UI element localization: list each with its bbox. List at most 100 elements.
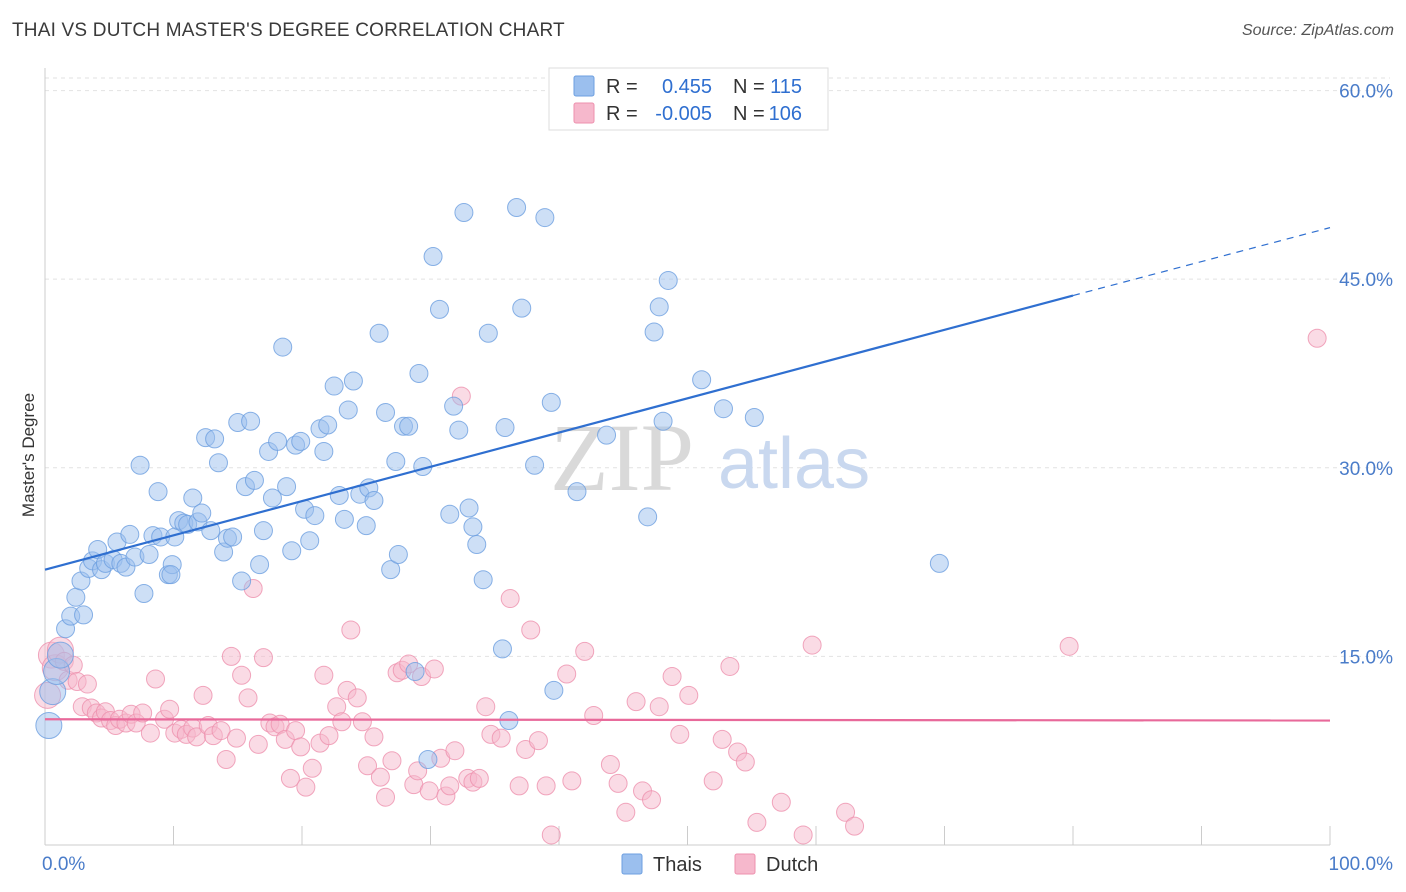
dutch-point-22: [146, 669, 166, 689]
dutch-point-62: [370, 767, 390, 787]
dutch-point-89: [536, 776, 556, 796]
legend-r-value-dutch: -0.005: [655, 103, 712, 125]
thais-point-0: [35, 712, 63, 740]
bottom-legend-label-dutch: Dutch: [766, 854, 818, 876]
dutch-point-47: [286, 721, 306, 741]
thais-point-18: [120, 524, 140, 544]
thais-point-65: [334, 509, 354, 529]
dutch-point-101: [649, 697, 669, 717]
dutch-point-46: [280, 768, 300, 788]
thais-point-108: [653, 411, 673, 431]
thais-point-97: [507, 198, 527, 218]
dutch-point-100: [642, 790, 662, 810]
legend-box: [548, 67, 829, 131]
y-axis-label: Master's Degree: [19, 393, 38, 517]
thais-point-54: [282, 541, 302, 561]
thais-point-80: [409, 363, 429, 383]
dutch-point-114: [836, 802, 856, 822]
legend-n-label-dutch: N =: [733, 103, 765, 125]
dutch-point-55: [332, 712, 352, 732]
thais-point-95: [495, 418, 515, 438]
x-tick-label-0: 0.0%: [42, 854, 85, 875]
dutch-point-92: [562, 771, 582, 791]
thais-point-58: [300, 531, 320, 551]
legend-n-value-thais: 115: [770, 76, 802, 98]
thais-point-63: [324, 376, 344, 396]
bottom-legend-swatch-dutch: [734, 853, 756, 875]
dutch-point-53: [319, 726, 339, 746]
dutch-point-102: [662, 667, 682, 687]
grid-lines: [45, 77, 1390, 657]
dutch-point-83: [491, 728, 511, 748]
thais-point-92: [473, 570, 493, 590]
thais-point-111: [713, 399, 733, 419]
dutch-point-91: [557, 664, 577, 684]
legend-r-label-thais: R =: [606, 76, 638, 98]
thais-point-112: [744, 407, 764, 427]
dutch-point-61: [364, 727, 384, 747]
thais-point-113: [929, 553, 949, 573]
thais-point-74: [381, 560, 401, 580]
dutch-point-81: [476, 697, 496, 717]
thais-point-114: [161, 565, 181, 585]
dutch-point-94: [584, 705, 604, 725]
thais-point-41: [223, 527, 243, 547]
thais-point-34: [192, 503, 212, 523]
thais-trend-line: [44, 294, 1074, 571]
thais-point-53: [277, 477, 297, 497]
thais-point-73: [376, 402, 396, 422]
y-tick-label-0: 15.0%: [1339, 647, 1393, 668]
thais-point-3: [46, 641, 74, 669]
dutch-point-95: [600, 755, 620, 775]
legend-r-label-dutch: R =: [606, 103, 638, 125]
dutch-point-96: [608, 773, 628, 793]
thais-point-24: [148, 482, 168, 502]
thais-point-43: [232, 571, 252, 591]
dutch-point-112: [793, 825, 813, 845]
dutch-point-57: [341, 620, 361, 640]
dutch-point-80: [469, 768, 489, 788]
thais-trend-extension: [1072, 227, 1331, 297]
dutch-point-106: [712, 729, 732, 749]
dutch-point-98: [626, 692, 646, 712]
legend: R = 0.455 N = 115 R = -0.005 N = 106: [548, 67, 829, 131]
thais-point-86: [444, 396, 464, 416]
dutch-point-113: [802, 635, 822, 655]
thais-point-76: [388, 545, 408, 565]
thais-point-59: [305, 506, 325, 526]
thais-point-45: [241, 411, 261, 431]
thais-point-94: [492, 639, 512, 659]
thais-point-46: [244, 470, 264, 490]
dutch-point-110: [747, 812, 767, 832]
thais-point-22: [139, 545, 159, 565]
dutch-point-84: [500, 589, 520, 609]
y-tick-label-1: 30.0%: [1339, 459, 1393, 480]
bottom-legend: Thais Dutch: [621, 853, 818, 876]
dutch-point-9: [77, 674, 97, 694]
dutch-point-48: [291, 737, 311, 757]
thais-point-47: [250, 555, 270, 575]
legend-r-value-thais: 0.455: [662, 76, 712, 98]
bottom-legend-swatch-thais: [621, 853, 643, 875]
thais-point-50: [262, 488, 282, 508]
dutch-point-117: [1307, 328, 1327, 348]
thais-point-62: [318, 415, 338, 435]
thais-point-106: [644, 322, 664, 342]
dutch-point-34: [216, 749, 236, 769]
thais-point-32: [183, 488, 203, 508]
dutch-point-63: [376, 787, 396, 807]
thais-point-71: [364, 490, 384, 510]
y-tick-label-2: 45.0%: [1339, 270, 1393, 291]
dutch-point-33: [211, 721, 231, 741]
dutch-point-115: [845, 816, 865, 836]
thais-point-82: [418, 749, 438, 769]
dutch-point-21: [140, 723, 160, 743]
dutch-point-109: [735, 752, 755, 772]
dutch-point-64: [382, 751, 402, 771]
dutch-point-40: [248, 734, 268, 754]
dutch-point-72: [424, 659, 444, 679]
thais-point-38: [208, 453, 228, 473]
dutch-point-49: [296, 777, 316, 797]
dutch-trend-line: [44, 718, 1331, 722]
